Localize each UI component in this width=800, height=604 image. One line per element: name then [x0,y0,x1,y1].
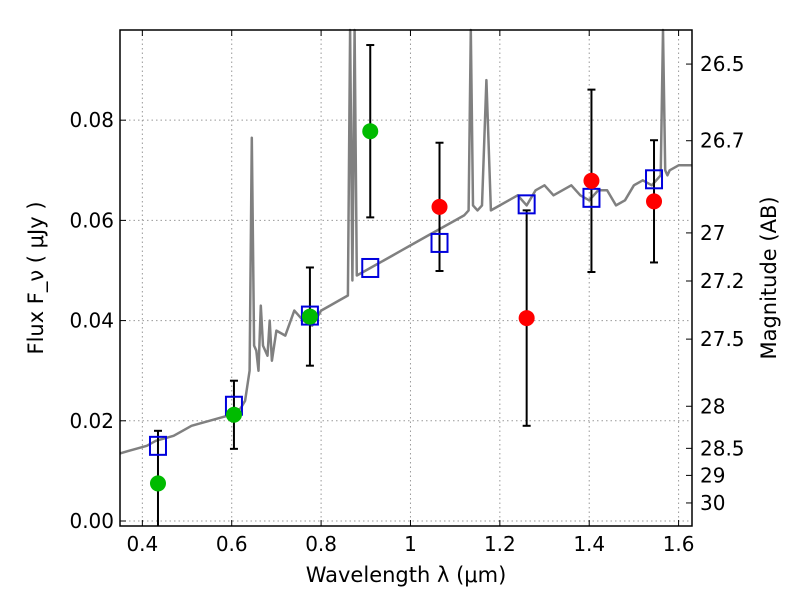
x-tick-label: 1.6 [663,532,695,556]
data-point-red [646,193,663,210]
y-tick-label: 0.00 [69,509,114,533]
error-bars [153,44,659,526]
y-tick-label: 0.08 [69,108,114,132]
x-tick-label: 0.8 [305,532,337,556]
y-tick-label: 0.06 [69,208,114,232]
y-tick-label: 0.04 [69,309,114,333]
right-tick-label: 27.5 [700,327,745,351]
data-point-green [225,406,242,423]
model-photometry-square [361,257,380,278]
plot-frame [119,29,693,527]
right-axis-label: Magnitude (AB) [757,196,781,359]
data-point-green [301,308,318,325]
right-tick-label: 28.5 [700,436,745,460]
y-axis-ticks: 0.00 0.02 0.04 0.06 0.08 [69,108,126,533]
data-point-green [362,123,379,140]
model-photometry-square [148,435,167,456]
model-photometry-square [517,194,536,215]
x-axis-label: Wavelength λ (μm) [306,563,507,587]
model-photometry-square [430,232,449,253]
data-point-red [431,198,448,215]
y-tick-label: 0.02 [69,409,114,433]
model-spectrum-line [119,28,692,455]
right-tick-label: 29 [700,463,725,487]
data-point-green [149,475,166,492]
right-axis-ticks: 26.5 26.7 27 27.2 27.5 28 28.5 29 30 [686,52,745,515]
x-tick-label: 1.2 [484,532,516,556]
x-axis-ticks: 0.4 0.6 0.8 1 1.2 1.4 1.6 [126,30,695,556]
x-tick-label: 1.4 [573,532,605,556]
observed-points [149,123,663,492]
right-tick-label: 27 [700,221,725,245]
right-tick-label: 27.2 [700,269,745,293]
x-tick-label: 0.4 [126,532,158,556]
model-photometry-square [582,187,601,208]
x-tick-label: 0.6 [216,532,248,556]
model-spectrum [119,28,692,455]
grid [120,30,692,526]
data-point-red [583,172,600,189]
x-tick-label: 1 [404,532,417,556]
right-tick-label: 30 [700,491,725,515]
right-tick-label: 26.7 [700,129,745,153]
right-tick-label: 28 [700,394,725,418]
right-tick-label: 26.5 [700,52,745,76]
y-axis-label: Flux F_ν ( μJy ) [24,201,49,354]
data-point-red [518,310,535,327]
model-photometry-square [645,169,664,190]
